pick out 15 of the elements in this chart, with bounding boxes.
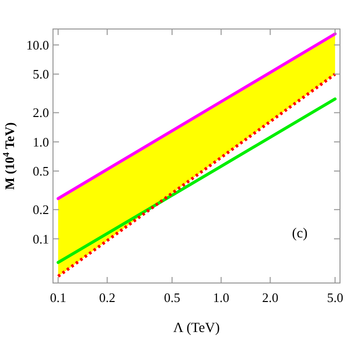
x-tick-label: 0.2 [99,290,116,305]
x-tick-label: 0.5 [164,290,180,305]
annotation: (c) [292,226,308,242]
y-tick-label: 5.0 [32,66,49,82]
x-tick-label: 5.0 [326,290,344,305]
x-tick-label: 2.0 [262,290,278,305]
x-tick-label: 0.1 [50,290,66,305]
y-tick-label: 10.0 [26,37,49,52]
y-tick-label: 0.2 [32,202,49,218]
x-tick-label: 1.0 [213,290,230,305]
y-tick-label: 2.0 [32,105,49,120]
y-tick-label: 0.5 [32,164,49,179]
y-tick-label: 0.1 [32,231,49,246]
x-axis-title: Λ (TeV) [173,321,220,336]
y-tick-label: 1.0 [32,134,49,150]
